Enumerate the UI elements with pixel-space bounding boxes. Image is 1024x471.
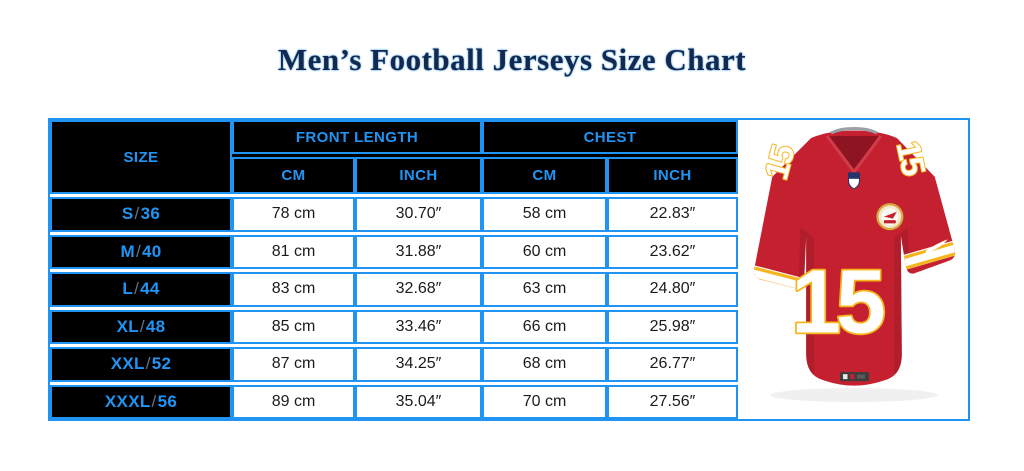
chest-cm-cell: 58 cm (482, 197, 607, 232)
size-separator: / (134, 279, 140, 299)
size-label-cell: XXL/52 (50, 347, 232, 382)
page-title: Men’s Football Jerseys Size Chart (277, 42, 747, 77)
col-header-front-cm: CM (232, 157, 355, 194)
size-number: 52 (151, 354, 172, 374)
front-length-cm-cell: 89 cm (232, 384, 355, 419)
front-length-cm-cell: 78 cm (232, 197, 355, 232)
size-separator: / (134, 204, 140, 224)
front-length-inch-cell: 30.70″ (355, 197, 482, 232)
col-header-front-inch: INCH (355, 157, 482, 194)
size-separator: / (139, 316, 145, 336)
front-length-cm-cell: 83 cm (232, 272, 355, 307)
size-number: 56 (157, 391, 178, 411)
jersey-shadow (770, 388, 938, 403)
col-header-chest-cm: CM (482, 157, 607, 194)
size-separator: / (135, 241, 141, 261)
jersey-collar-trim (825, 135, 883, 175)
size-number: 40 (141, 241, 162, 261)
jersey-collar-back-line (830, 126, 878, 135)
chest-inch-cell: 23.62″ (607, 234, 738, 269)
team-patch-icon (876, 203, 904, 231)
front-length-inch-cell: 35.04″ (355, 384, 482, 419)
jersey-image-cell: 15 15 15 (738, 120, 968, 419)
jersey-number: 15 (791, 252, 884, 352)
size-name: S (121, 204, 134, 224)
size-label-cell: M/40 (50, 234, 232, 269)
size-name: M (120, 241, 135, 261)
jersey-body (753, 130, 956, 386)
jersey-product-image: 15 15 15 (753, 126, 956, 403)
chest-inch-cell: 27.56″ (607, 384, 738, 419)
jersey-shoulder-number-right: 15 (890, 138, 933, 179)
chest-inch-cell: 22.83″ (607, 197, 738, 232)
size-name: L (122, 279, 134, 299)
size-number: 36 (140, 204, 161, 224)
front-length-cm-cell: 81 cm (232, 234, 355, 269)
front-length-inch-cell: 32.68″ (355, 272, 482, 307)
chest-inch-cell: 26.77″ (607, 347, 738, 382)
col-header-chest-inch: INCH (607, 157, 738, 194)
size-name: XXXL (104, 391, 151, 411)
chest-cm-cell: 60 cm (482, 234, 607, 269)
chest-inch-cell: 25.98″ (607, 309, 738, 344)
size-separator: / (145, 354, 151, 374)
size-number: 44 (140, 279, 160, 299)
size-label-cell: XL/48 (50, 309, 232, 344)
size-separator: / (151, 391, 157, 411)
chest-cm-cell: 66 cm (482, 309, 607, 344)
jersey-hem-tag (840, 372, 869, 382)
nfl-shield-icon (848, 172, 860, 190)
col-header-front-length: FRONT LENGTH (232, 120, 482, 154)
size-name: XL (116, 316, 139, 336)
chest-cm-cell: 68 cm (482, 347, 607, 382)
front-length-cm-cell: 85 cm (232, 309, 355, 344)
size-chart-table: SIZE FRONT LENGTH CHEST CM INCH CM INCH (48, 118, 970, 421)
front-length-cm-cell: 87 cm (232, 347, 355, 382)
nike-swoosh-icon (925, 239, 948, 254)
size-label-cell: XXXL/56 (50, 384, 232, 419)
col-header-chest: CHEST (482, 120, 738, 154)
chest-cm-cell: 63 cm (482, 272, 607, 307)
size-name: XXL (110, 354, 145, 374)
chest-cm-cell: 70 cm (482, 384, 607, 419)
jersey-vneck-collar (827, 135, 881, 172)
size-label-cell: L/44 (50, 272, 232, 307)
col-header-size: SIZE (50, 120, 232, 194)
front-length-inch-cell: 34.25″ (355, 347, 482, 382)
size-label-cell: S/36 (50, 197, 232, 232)
size-number: 48 (145, 316, 166, 336)
chest-inch-cell: 24.80″ (607, 272, 738, 307)
front-length-inch-cell: 33.46″ (355, 309, 482, 344)
front-length-inch-cell: 31.88″ (355, 234, 482, 269)
